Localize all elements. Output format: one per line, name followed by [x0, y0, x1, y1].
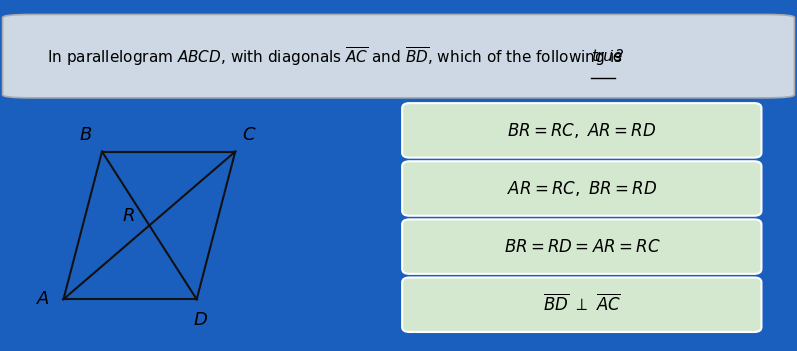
Text: In parallelogram $\mathit{ABCD}$, with diagonals $\overline{\mathit{AC}}$ and $\: In parallelogram $\mathit{ABCD}$, with d…: [46, 45, 622, 67]
Text: true: true: [591, 49, 622, 64]
Text: D: D: [193, 311, 207, 329]
Text: $AR = RC,\ BR = RD$: $AR = RC,\ BR = RD$: [507, 179, 657, 198]
Text: C: C: [242, 126, 255, 144]
FancyBboxPatch shape: [402, 161, 761, 216]
FancyBboxPatch shape: [402, 219, 761, 274]
Text: B: B: [79, 126, 92, 144]
Text: A: A: [37, 290, 49, 308]
FancyBboxPatch shape: [2, 14, 795, 98]
FancyBboxPatch shape: [402, 103, 761, 158]
Text: $\overline{BD}\ \perp\ \overline{AC}$: $\overline{BD}\ \perp\ \overline{AC}$: [543, 294, 621, 315]
Text: R: R: [122, 207, 135, 225]
Text: $BR = RD = AR = RC$: $BR = RD = AR = RC$: [504, 238, 660, 256]
Text: ?: ?: [616, 49, 624, 64]
FancyBboxPatch shape: [402, 278, 761, 332]
Text: $BR = RC,\ AR = RD$: $BR = RC,\ AR = RD$: [507, 121, 657, 140]
